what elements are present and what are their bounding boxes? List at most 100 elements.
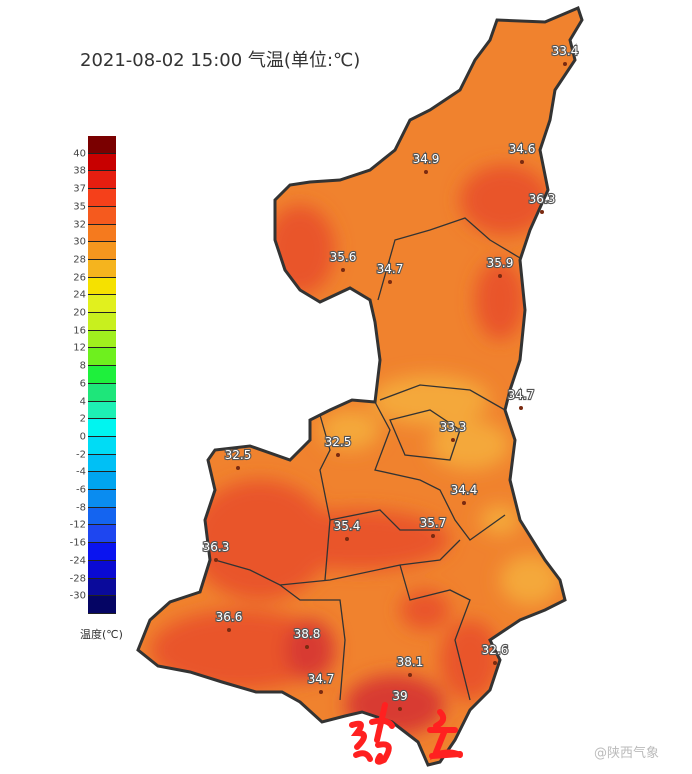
station-dot: [520, 160, 524, 164]
station-dot: [319, 690, 323, 694]
legend-bin: [88, 383, 116, 402]
legend-tick-label: 28: [73, 254, 86, 266]
handwritten-signature: [349, 702, 463, 765]
legend-tick-label: 6: [79, 378, 86, 390]
legend-bin: [88, 242, 116, 260]
station-marker[interactable]: 32.5: [224, 447, 252, 470]
station-temperature: 38.8: [294, 627, 321, 641]
map-title: 2021-08-02 15:00 气温(单位:℃): [80, 50, 361, 71]
temperature-patch: [270, 510, 450, 570]
station-temperature: 35.7: [420, 516, 447, 530]
station-temperature: 38.1: [397, 655, 424, 669]
station-marker[interactable]: 34.7: [507, 387, 535, 410]
legend-bin: [88, 366, 116, 384]
legend-bin: [88, 543, 116, 561]
station-marker[interactable]: 35.7: [419, 515, 447, 538]
station-temperature: 34.7: [377, 262, 404, 276]
legend-bin: [88, 313, 116, 331]
legend-bin: [88, 348, 116, 367]
station-marker[interactable]: 36.3: [202, 539, 230, 562]
legend-tick-label: 20: [73, 307, 86, 319]
legend-tick-label: 26: [73, 272, 86, 284]
legend-tick-label: -2: [76, 449, 86, 461]
legend-bin: [88, 277, 116, 296]
legend-bin: [88, 560, 116, 579]
station-marker[interactable]: 38.1: [396, 654, 424, 677]
legend-bin: [88, 578, 116, 597]
legend-tick-label: -30: [69, 590, 86, 602]
legend-tick-label: 2: [79, 413, 86, 425]
station-marker[interactable]: 34.9: [412, 151, 440, 174]
legend-tick-label: -28: [69, 573, 86, 585]
legend-tick-label: 12: [73, 342, 86, 354]
legend-bin: [88, 507, 116, 526]
legend-bin: [88, 472, 116, 491]
legend-bin: [88, 295, 116, 314]
station-temperature: 32.5: [325, 435, 352, 449]
station-marker[interactable]: 35.4: [333, 518, 361, 541]
legend-bin: [88, 171, 116, 190]
station-temperature: 35.4: [334, 519, 361, 533]
station-dot: [236, 466, 240, 470]
station-dot: [214, 558, 218, 562]
legend-bin: [88, 454, 116, 473]
station-temperature: 32.6: [482, 643, 509, 657]
legend-bin: [88, 596, 116, 614]
legend-bin: [88, 136, 116, 154]
station-temperature: 35.9: [487, 256, 514, 270]
station-temperature: 36.6: [216, 610, 243, 624]
legend-bin: [88, 401, 116, 420]
station-marker[interactable]: 36.3: [528, 191, 556, 214]
legend-tick-label: 24: [73, 289, 86, 301]
station-dot: [540, 210, 544, 214]
station-temperature: 36.3: [529, 192, 556, 206]
legend-bin: [88, 189, 116, 207]
legend-tick-label: 38: [73, 165, 86, 177]
station-dot: [305, 645, 309, 649]
station-marker[interactable]: 33.3: [439, 419, 467, 442]
station-marker[interactable]: 32.6: [481, 642, 509, 665]
station-dot: [398, 707, 402, 711]
station-temperature: 39: [392, 689, 407, 703]
temperature-patch: [320, 410, 380, 450]
legend-tick-label: 30: [73, 236, 86, 248]
legend-bin: [88, 224, 116, 243]
legend-tick-label: -8: [76, 502, 86, 514]
station-marker[interactable]: 34.7: [307, 671, 335, 694]
temperature-patch: [150, 610, 330, 690]
station-marker[interactable]: 34.7: [376, 261, 404, 284]
station-marker[interactable]: 33.4: [551, 43, 579, 66]
legend-tick-label: -24: [69, 555, 86, 567]
watermark: @陕西气象: [594, 746, 660, 761]
station-marker[interactable]: 34.6: [508, 141, 536, 164]
station-marker[interactable]: 34.4: [450, 482, 478, 505]
legend-bin: [88, 436, 116, 455]
station-marker[interactable]: 36.6: [215, 609, 243, 632]
station-temperature: 32.5: [225, 448, 252, 462]
station-temperature: 33.3: [440, 420, 467, 434]
station-temperature: 34.4: [451, 483, 478, 497]
station-temperature: 34.7: [508, 388, 535, 402]
station-temperature: 36.3: [203, 540, 230, 554]
legend-tick-label: -12: [69, 519, 86, 531]
legend-bin: [88, 153, 116, 172]
temperature-patch: [285, 620, 335, 680]
station-marker[interactable]: 32.5: [324, 434, 352, 457]
temperature-patch: [190, 480, 330, 600]
station-marker[interactable]: 38.8: [293, 626, 321, 649]
station-dot: [493, 661, 497, 665]
station-dot: [408, 673, 412, 677]
station-dot: [227, 628, 231, 632]
station-marker[interactable]: 39: [391, 688, 409, 711]
legend-tick-label: 35: [73, 201, 86, 213]
station-dot: [388, 280, 392, 284]
station-marker[interactable]: 35.6: [329, 249, 357, 272]
station-dot: [563, 62, 567, 66]
station-temperature: 33.4: [552, 44, 579, 58]
station-dot: [424, 170, 428, 174]
province-border: [136, 5, 584, 767]
legend-tick-label: 8: [79, 360, 86, 372]
legend-bin: [88, 330, 116, 349]
station-marker[interactable]: 35.9: [486, 255, 514, 278]
